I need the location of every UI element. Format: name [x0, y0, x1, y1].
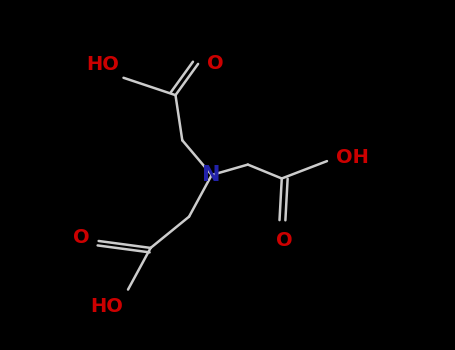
Text: HO: HO — [91, 296, 123, 316]
Text: N: N — [202, 165, 221, 185]
Text: OH: OH — [336, 148, 369, 167]
Text: O: O — [207, 54, 224, 74]
Text: O: O — [276, 231, 293, 250]
Text: HO: HO — [86, 55, 119, 74]
Text: O: O — [73, 228, 90, 247]
